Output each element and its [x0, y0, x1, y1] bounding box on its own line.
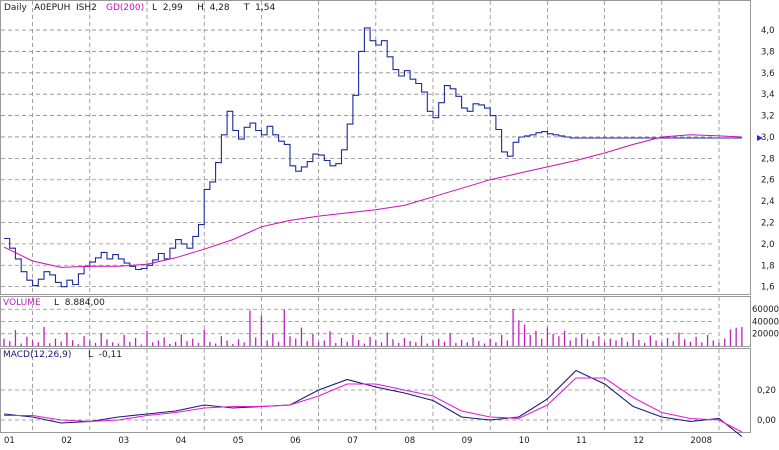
- symbol-label: A0EPUH: [34, 3, 70, 13]
- price-tick-label: 3,4: [761, 90, 775, 100]
- price-tick-label: 2,2: [761, 219, 775, 229]
- x-tick-label: 06: [290, 436, 301, 446]
- macd-lines: [3, 369, 743, 437]
- tick-labels: 01 02 03 04 05 06 07 08 09 10 11 12 2008 1,6 1,8 2,0 2,2…: [4, 26, 779, 446]
- signal-series-line: [4, 377, 743, 433]
- price-lines: [3, 27, 763, 288]
- x-tick-label: 08: [404, 436, 415, 446]
- last-value-marker: [757, 135, 763, 142]
- price-tick-label: 1,6: [761, 283, 775, 293]
- price-tick-label: 2,4: [761, 197, 775, 207]
- x-tick-label: 03: [118, 436, 129, 446]
- macd-title: MACD(12,26,9): [3, 350, 71, 360]
- macd-series-line: [3, 369, 743, 437]
- x-tick-label: 09: [462, 436, 473, 446]
- volume-tick-label: 400000: [752, 317, 779, 327]
- price-tick-label: 3,6: [761, 69, 775, 79]
- x-tick-label: 02: [61, 436, 72, 446]
- price-tick-label: 2,8: [761, 154, 775, 164]
- exchange-label: ISH2: [76, 3, 97, 13]
- price-tick-label: 3,8: [761, 47, 775, 57]
- volume-value: L 8.884,00: [54, 298, 105, 308]
- volume-tick-label: 200000: [752, 330, 779, 340]
- volume-bars: [3, 309, 743, 346]
- x-tick-label: 04: [176, 436, 187, 446]
- price-tick-label: 2,0: [761, 240, 775, 250]
- macd-panel: [0, 348, 751, 433]
- indicator-label: GD(200): [106, 3, 144, 13]
- price-tick-label: 4,0: [761, 26, 775, 36]
- x-tick-label: 11: [576, 436, 587, 446]
- sma-series-line: [3, 134, 742, 268]
- price-series-line: [4, 27, 742, 288]
- grid-layer: [1, 1, 720, 432]
- volume-panel: [0, 296, 751, 347]
- x-tick-label: 01: [4, 436, 15, 446]
- macd-value: L -0,11: [88, 350, 122, 360]
- x-tick-label: 2008: [690, 436, 712, 446]
- macd-tick-label: 0,00: [757, 416, 776, 426]
- price-tick-label: 2,6: [761, 176, 775, 186]
- price-tick-label: 1,8: [761, 261, 775, 271]
- volume-title: VOLUME: [3, 298, 41, 308]
- price-tick-label: 3,0: [761, 133, 775, 143]
- interval-label: Daily: [4, 3, 27, 13]
- stats-label: L 2,99 H 4,28 T 1,54: [152, 3, 275, 13]
- macd-tick-label: 0,20: [757, 386, 776, 396]
- x-tick-label: 07: [347, 436, 358, 446]
- price-tick-label: 3,2: [761, 112, 775, 122]
- x-tick-label: 12: [633, 436, 644, 446]
- price-panel: [0, 0, 751, 295]
- x-tick-label: 10: [519, 436, 530, 446]
- x-tick-label: 05: [233, 436, 244, 446]
